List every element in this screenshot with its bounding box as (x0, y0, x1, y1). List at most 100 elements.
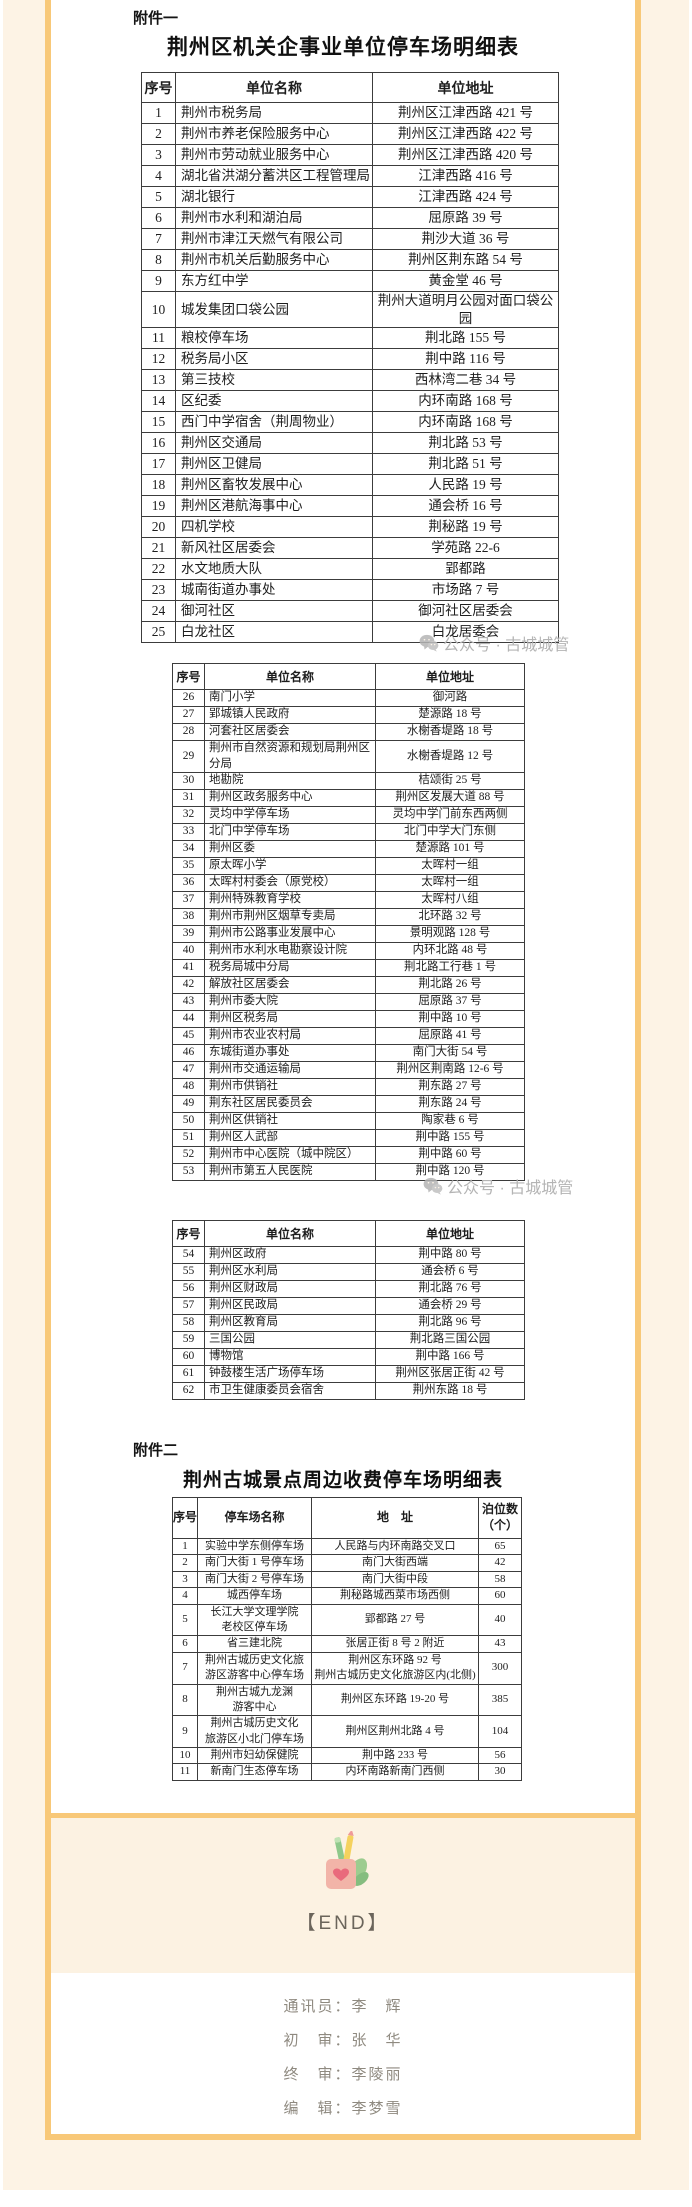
table-row: 5 长江大学文理学院 老校区停车场 郢都路 27 号 40 (172, 1603, 522, 1637)
parking-name-cell: 荆州古城历史文化旅 游区游客中心停车场 (197, 1651, 312, 1685)
parking-name-cell: 新南门生态停车场 (197, 1763, 312, 1781)
unit-address-cell: 荆北路三国公园 (375, 1331, 525, 1349)
parking-name-cell: 南门大街 1 号停车场 (197, 1554, 312, 1572)
paid-parking-table: 序号 停车场名称地 址泊位数 （个） 1 实验中学东侧停车场 人民路与内环南路交叉口 65… (172, 1497, 522, 1781)
serial-cell: 23 (141, 579, 176, 602)
column-header: 泊位数 （个） (478, 1497, 522, 1539)
header-row: 序号 单位名称 单位地址 (172, 1220, 525, 1247)
table-row: 6 省三建北院 张居正街 8 号 2 附近 43 (172, 1635, 522, 1653)
serial-cell: 11 (172, 1763, 198, 1781)
column-header: 单位名称 (204, 1220, 376, 1247)
unit-address-cell: 荆中路 80 号 (375, 1246, 525, 1264)
serial-cell: 21 (141, 537, 176, 560)
unit-address-cell: 北门中学大门东侧 (375, 823, 525, 842)
table-row: 3 南门大街 2 号停车场 南门大街中段 58 (172, 1570, 522, 1589)
table-row: 54 荆州区政府 荆中路 80 号 (172, 1246, 525, 1264)
table-row: 24 御河社区 御河社区居委会 (141, 600, 559, 623)
address-cell: 南门大街中段 (311, 1570, 479, 1589)
address-cell: 人民路与内环南路交叉口 (311, 1537, 479, 1556)
unit-name-cell: 区纪委 (175, 390, 373, 413)
unit-name-cell: 水文地质大队 (175, 558, 373, 581)
berth-count-cell: 65 (478, 1537, 522, 1556)
parking-name-cell: 长江大学文理学院 老校区停车场 (197, 1603, 312, 1637)
table-row: 35 原太晖小学 太晖村一组 (172, 857, 525, 876)
serial-cell: 42 (172, 976, 205, 995)
serial-cell: 56 (172, 1280, 205, 1298)
serial-cell: 62 (172, 1382, 205, 1400)
serial-cell: 3 (141, 144, 176, 166)
serial-cell: 27 (172, 706, 205, 724)
unit-address-cell: 荆州大道明月公园对面口袋公 园 (372, 290, 559, 329)
unit-name-cell: 西门中学宿舍（荆周物业） (175, 411, 373, 434)
unit-name-cell: 地勘院 (204, 772, 376, 791)
unit-address-cell: 通会桥 6 号 (375, 1263, 525, 1281)
unit-address-cell: 荆北路 155 号 (372, 327, 559, 350)
unit-name-cell: 荆州市税务局 (175, 102, 373, 124)
table-row: 45 荆州市农业农村局 屈原路 41 号 (172, 1027, 525, 1046)
table-row: 17 荆州区卫健局 荆北路 51 号 (141, 453, 559, 476)
table-row: 53 荆州市第五人民医院 荆中路 120 号 (172, 1163, 525, 1182)
credit-line-editor: 编 辑：李梦雪 (283, 2100, 403, 2117)
unit-name-cell: 荆东社区居民委员会 (204, 1095, 376, 1114)
table-row: 55 荆州区水利局 通会桥 6 号 (172, 1263, 525, 1281)
unit-name-cell: 荆州市公路事业发展中心 (204, 925, 376, 944)
serial-cell: 2 (172, 1554, 198, 1572)
unit-name-cell: 荆州区港航海事中心 (175, 495, 373, 518)
unit-address-cell: 荆州区张居正街 42 号 (375, 1365, 525, 1383)
serial-cell: 49 (172, 1095, 205, 1114)
table-row: 4 湖北省洪湖分蓄洪区工程管理局 江津西路 416 号 (141, 165, 559, 187)
column-header: 单位地址 (375, 1220, 525, 1247)
serial-cell: 54 (172, 1246, 205, 1264)
unit-name-cell: 东方红中学 (175, 270, 373, 292)
table-row: 3 荆州市劳动就业服务中心 荆州区江津西路 420 号 (141, 144, 559, 166)
unit-name-cell: 湖北银行 (175, 186, 373, 208)
unit-address-cell: 内环北路 48 号 (375, 942, 525, 961)
berth-count-cell: 60 (478, 1587, 522, 1605)
unit-name-cell: 荆州区政府 (204, 1246, 376, 1264)
unit-address-cell: 荆北路 53 号 (372, 432, 559, 455)
berth-count-cell: 43 (478, 1635, 522, 1653)
parking-name-cell: 荆州市妇幼保健院 (197, 1747, 312, 1765)
unit-address-cell: 荆州区发展大道 88 号 (375, 789, 525, 808)
table-row: 40 荆州市水利水电勘察设计院 内环北路 48 号 (172, 942, 525, 961)
unit-address-cell: 荆中路 116 号 (372, 348, 559, 371)
serial-cell: 24 (141, 600, 176, 623)
column-header: 单位名称 (175, 72, 373, 103)
table-row: 2 荆州市养老保险服务中心 荆州区江津西路 422 号 (141, 123, 559, 145)
serial-cell: 25 (141, 621, 176, 644)
unit-address-cell: 荆北路 51 号 (372, 453, 559, 476)
parking-name-cell: 荆州古城历史文化 旅游区小北门停车场 (197, 1715, 312, 1749)
berth-count-cell: 40 (478, 1603, 522, 1637)
serial-cell: 28 (172, 723, 205, 741)
unit-name-cell: 荆州市自然资源和规划局荆州区 分局 (204, 739, 376, 774)
serial-cell: 36 (172, 874, 205, 893)
unit-name-cell: 荆州区税务局 (204, 1010, 376, 1029)
address-cell: 郢都路 27 号 (311, 1603, 479, 1637)
table-row: 51 荆州区人武部 荆中路 155 号 (172, 1129, 525, 1148)
parking-name-cell: 实验中学东侧停车场 (197, 1537, 312, 1556)
unit-name-cell: 粮校停车场 (175, 327, 373, 350)
unit-name-cell: 灵均中学停车场 (204, 806, 376, 825)
serial-cell: 50 (172, 1112, 205, 1131)
unit-name-cell: 荆州区财政局 (204, 1280, 376, 1298)
table-row: 2 南门大街 1 号停车场 南门大街西端 42 (172, 1554, 522, 1572)
address-cell: 南门大街西端 (311, 1554, 479, 1572)
table-row: 48 荆州市供销社 荆东路 27 号 (172, 1078, 525, 1097)
unit-address-cell: 市场路 7 号 (372, 579, 559, 602)
table-row: 10 城发集团口袋公园 荆州大道明月公园对面口袋公 园 (141, 290, 559, 329)
wechat-icon (419, 634, 439, 652)
credits: 通讯员：李 辉 初 审：张 华 终 审：李陵丽 编 辑：李梦雪 (51, 1990, 635, 2126)
table-row: 7 荆州市津江天燃气有限公司 荆沙大道 36 号 (141, 228, 559, 250)
table-row: 9 东方红中学 黄金堂 46 号 (141, 270, 559, 292)
unit-address-cell: 太晖村八组 (375, 891, 525, 910)
table-row: 23 城南街道办事处 市场路 7 号 (141, 579, 559, 602)
unit-name-cell: 荆州市荆州区烟草专卖局 (204, 908, 376, 927)
unit-name-cell: 荆州市第五人民医院 (204, 1163, 376, 1182)
unit-address-cell: 荆沙大道 36 号 (372, 228, 559, 250)
wechat-icon (423, 1177, 443, 1195)
serial-cell: 45 (172, 1027, 205, 1046)
unit-address-cell: 荆州东路 18 号 (375, 1382, 525, 1400)
column-header: 单位地址 (372, 72, 559, 103)
unit-name-cell: 荆州市津江天燃气有限公司 (175, 228, 373, 250)
